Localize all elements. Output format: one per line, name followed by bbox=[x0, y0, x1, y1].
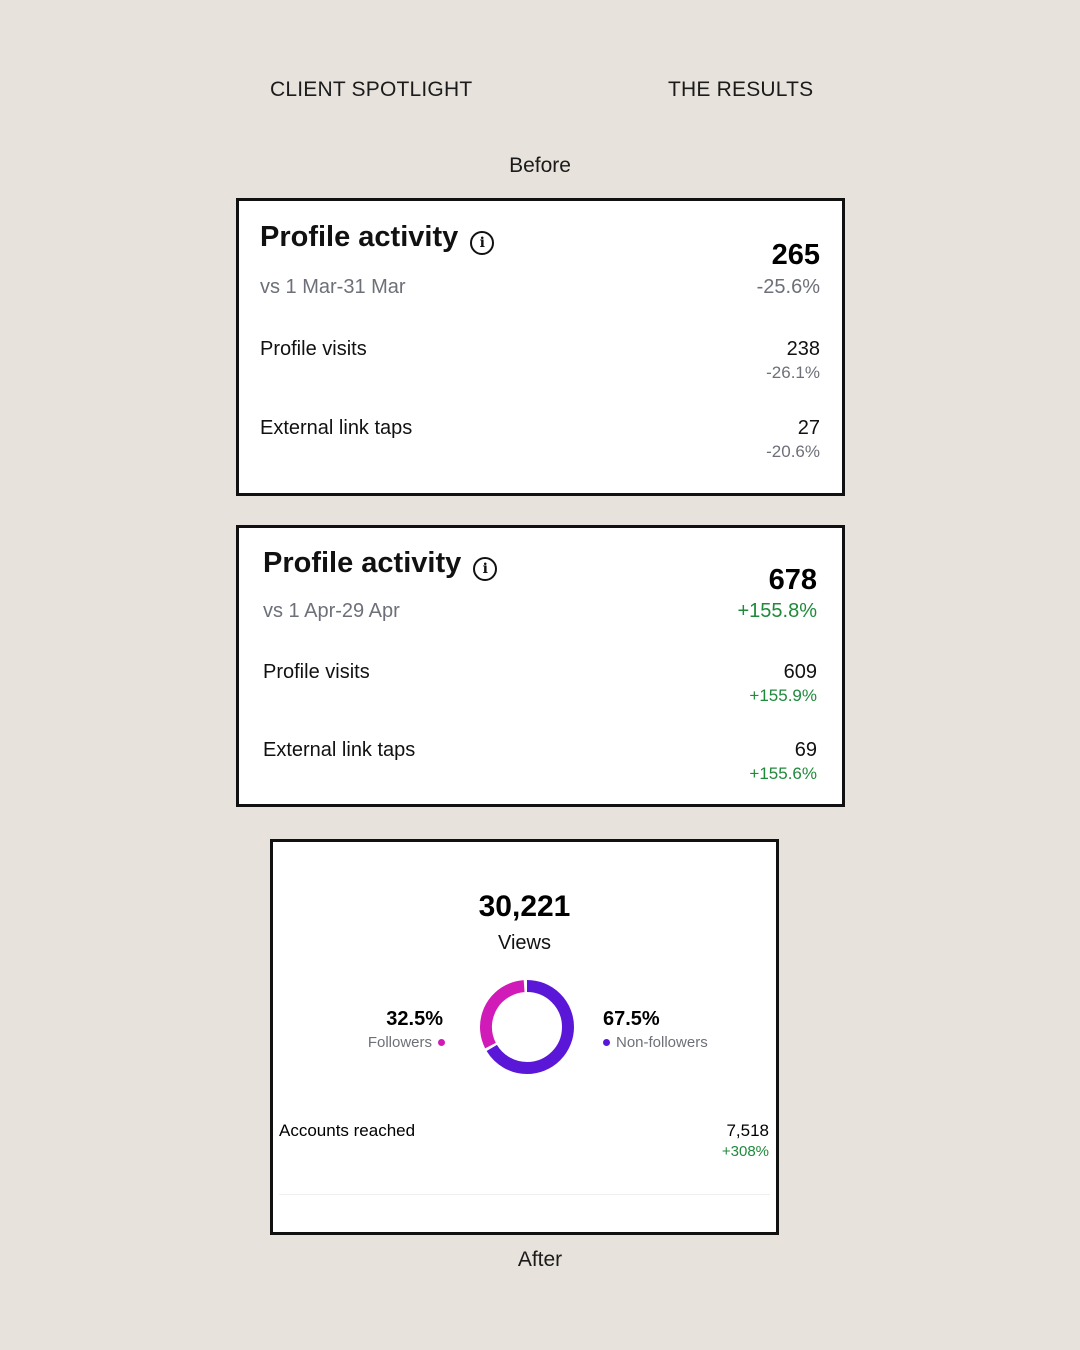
followers-legend: Followers bbox=[368, 1034, 445, 1051]
non-followers-percentage: 67.5% bbox=[603, 1008, 660, 1030]
profile-activity-card-after: Profile activity i vs 1 Apr-29 Apr 678 +… bbox=[236, 525, 845, 807]
external-link-taps-label: External link taps bbox=[263, 739, 416, 761]
external-link-taps-value: 69 bbox=[794, 739, 817, 761]
profile-visits-label: Profile visits bbox=[263, 661, 370, 683]
profile-visits-label: Profile visits bbox=[260, 338, 367, 360]
external-link-taps-value: 27 bbox=[797, 417, 820, 439]
card-subtitle: vs 1 Apr-29 Apr bbox=[263, 600, 400, 622]
card-title-text: Profile activity bbox=[260, 220, 459, 253]
header-the-results: THE RESULTS bbox=[668, 78, 814, 101]
accounts-reached-value: 7,518 bbox=[726, 1121, 769, 1140]
external-link-taps-change: +155.6% bbox=[749, 764, 817, 783]
total-change: -25.6% bbox=[756, 276, 820, 298]
info-icon[interactable]: i bbox=[470, 231, 495, 255]
external-link-taps-change: -20.6% bbox=[766, 442, 820, 461]
non-followers-label: Non-followers bbox=[616, 1034, 708, 1051]
followers-donut-chart bbox=[480, 980, 574, 1074]
accounts-reached-change: +308% bbox=[721, 1143, 769, 1160]
followers-dot-icon bbox=[438, 1039, 445, 1046]
profile-activity-card-before: Profile activity i vs 1 Mar-31 Mar 265 -… bbox=[236, 198, 845, 496]
external-link-taps-label: External link taps bbox=[260, 417, 413, 439]
views-card: 30,221 Views 32.5% Followers 67.5% Non-f… bbox=[270, 839, 779, 1235]
card-subtitle: vs 1 Mar-31 Mar bbox=[260, 276, 406, 298]
non-followers-legend: Non-followers bbox=[603, 1034, 708, 1051]
profile-visits-value: 238 bbox=[786, 338, 820, 360]
followers-percentage: 32.5% bbox=[386, 1008, 443, 1030]
total-value: 265 bbox=[771, 239, 820, 271]
followers-label: Followers bbox=[367, 1034, 432, 1051]
profile-visits-change: -26.1% bbox=[766, 363, 820, 382]
card-title: Profile activity i bbox=[260, 219, 495, 255]
views-total: 30,221 bbox=[478, 890, 571, 923]
profile-visits-value: 609 bbox=[783, 661, 817, 683]
accounts-reached-label: Accounts reached bbox=[279, 1121, 416, 1140]
non-followers-arc bbox=[480, 980, 574, 1074]
total-change: +155.8% bbox=[737, 600, 817, 622]
profile-visits-change: +155.9% bbox=[749, 686, 817, 705]
caption-after: After bbox=[517, 1248, 563, 1271]
views-label: Views bbox=[498, 932, 551, 954]
caption-before: Before bbox=[509, 154, 571, 177]
card-title: Profile activity i bbox=[263, 545, 498, 581]
followers-arc bbox=[480, 980, 574, 1074]
card-title-text: Profile activity bbox=[263, 546, 462, 579]
total-value: 678 bbox=[768, 564, 817, 596]
info-icon[interactable]: i bbox=[473, 557, 498, 581]
divider bbox=[279, 1194, 770, 1195]
non-followers-dot-icon bbox=[603, 1039, 610, 1046]
header-client-spotlight: CLIENT SPOTLIGHT bbox=[270, 78, 473, 101]
